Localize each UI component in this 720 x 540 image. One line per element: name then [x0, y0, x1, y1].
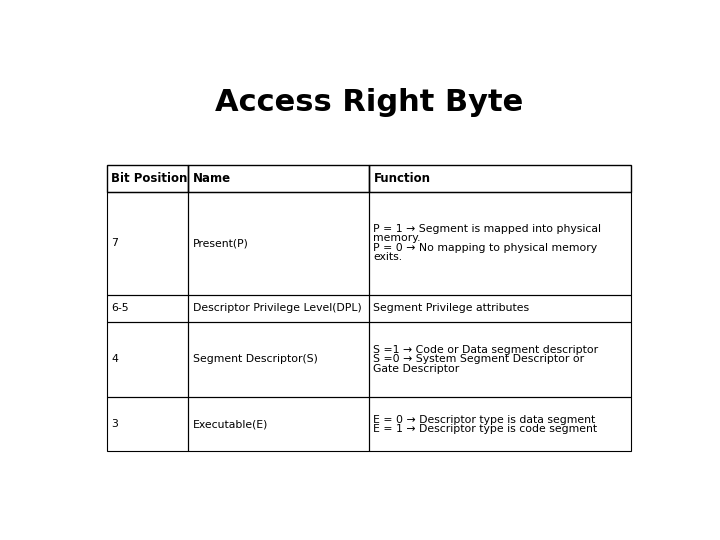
Text: 7: 7 — [111, 238, 118, 248]
Text: Present(P): Present(P) — [192, 238, 248, 248]
Text: S =0 → System Segment Descriptor or: S =0 → System Segment Descriptor or — [374, 354, 585, 364]
Text: 6-5: 6-5 — [111, 303, 129, 313]
Text: Segment Descriptor(S): Segment Descriptor(S) — [192, 354, 318, 364]
Text: Function: Function — [374, 172, 431, 185]
Text: 3: 3 — [111, 420, 118, 429]
Text: E = 1 → Descriptor type is code segment: E = 1 → Descriptor type is code segment — [374, 424, 598, 434]
Text: memory.: memory. — [374, 233, 421, 244]
Text: P = 1 → Segment is mapped into physical: P = 1 → Segment is mapped into physical — [374, 224, 601, 234]
Text: exits.: exits. — [374, 252, 402, 262]
Text: 4: 4 — [111, 354, 118, 364]
Text: S =1 → Code or Data segment descriptor: S =1 → Code or Data segment descriptor — [374, 345, 598, 355]
Text: Executable(E): Executable(E) — [192, 420, 268, 429]
Text: Name: Name — [192, 172, 230, 185]
Text: E = 0 → Descriptor type is data segment: E = 0 → Descriptor type is data segment — [374, 415, 595, 425]
Text: Bit Position: Bit Position — [111, 172, 188, 185]
Text: Gate Descriptor: Gate Descriptor — [374, 364, 459, 374]
Text: Descriptor Privilege Level(DPL): Descriptor Privilege Level(DPL) — [192, 303, 361, 313]
Text: Access Right Byte: Access Right Byte — [215, 87, 523, 117]
Text: P = 0 → No mapping to physical memory: P = 0 → No mapping to physical memory — [374, 243, 598, 253]
Text: Segment Privilege attributes: Segment Privilege attributes — [374, 303, 530, 313]
